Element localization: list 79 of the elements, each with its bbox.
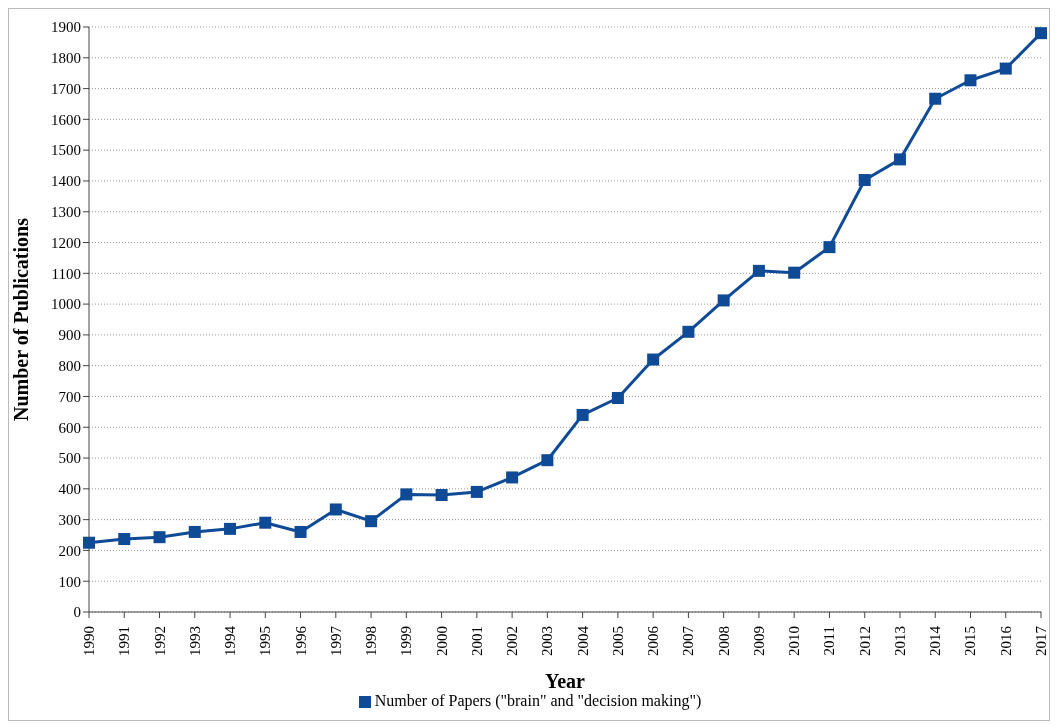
point: [858, 174, 871, 187]
x-tick-label: 2012: [856, 626, 873, 656]
x-tick-label: 2005: [609, 626, 626, 656]
x-tick-label: 1992: [151, 626, 168, 656]
y-tick-label: 1400: [51, 173, 81, 190]
x-tick-label: 2000: [433, 626, 450, 656]
y-tick-label: 1800: [51, 50, 81, 67]
x-tick-label: 1993: [186, 626, 203, 656]
y-tick-label: 1100: [51, 265, 81, 282]
y-tick-label: 1500: [51, 142, 81, 159]
point: [823, 241, 836, 254]
point: [365, 515, 378, 528]
point: [1035, 27, 1047, 40]
x-tick-label: 2014: [927, 625, 944, 656]
y-tick-label: 800: [58, 358, 81, 375]
y-tick-label: 1300: [51, 204, 81, 221]
y-tick-label: 400: [58, 481, 81, 498]
y-tick-label: 500: [58, 450, 81, 467]
x-tick-label: 2015: [962, 626, 979, 656]
y-tick-label: 600: [58, 419, 81, 436]
x-tick-label: 2016: [997, 625, 1014, 656]
point: [576, 408, 589, 421]
point: [435, 489, 448, 501]
point: [929, 92, 942, 105]
x-tick-label: 2013: [891, 626, 908, 656]
x-tick-label: 2009: [750, 626, 767, 656]
point: [224, 522, 237, 535]
x-axis-title: Year: [545, 670, 586, 692]
x-tick-label: 1996: [292, 625, 309, 656]
x-tick-label: 1995: [257, 626, 274, 656]
point: [294, 525, 307, 538]
y-tick-label: 1600: [51, 111, 81, 128]
y-tick-label: 1900: [51, 19, 81, 36]
x-tick-label: 2001: [468, 626, 485, 656]
x-tick-label: 2006: [645, 625, 662, 656]
y-tick-label: 100: [58, 573, 81, 590]
point: [329, 503, 342, 516]
point: [717, 294, 730, 307]
point: [506, 471, 519, 484]
x-tick-label: 1990: [81, 626, 97, 656]
x-tick-label: 2011: [821, 626, 838, 656]
y-tick-label: 900: [58, 327, 81, 344]
point: [893, 153, 906, 166]
y-tick-label: 1200: [51, 234, 81, 251]
point: [259, 516, 272, 529]
point: [647, 353, 660, 366]
y-tick-label: 300: [58, 511, 81, 528]
x-tick-label: 2002: [504, 626, 521, 656]
x-tick-label: 2007: [680, 625, 697, 656]
point: [153, 531, 166, 544]
point: [470, 485, 483, 498]
x-tick-label: 2010: [786, 626, 803, 656]
x-tick-label: 1991: [116, 626, 133, 656]
x-tick-label: 2004: [574, 625, 591, 656]
legend-label: Number of Papers ("brain" and "decision making"): [374, 692, 702, 709]
y-axis-title: Number of Publications: [10, 217, 33, 421]
point: [118, 533, 131, 546]
point: [400, 488, 413, 501]
x-tick-label: 2017: [1033, 625, 1049, 656]
x-tick-label: 1999: [398, 626, 415, 656]
point: [964, 74, 977, 87]
point: [788, 266, 801, 279]
y-tick-label: 200: [58, 542, 81, 559]
x-tick-label: 1997: [327, 625, 344, 656]
y-tick-label: 1000: [51, 296, 81, 313]
point: [752, 264, 765, 277]
y-tick-label: 700: [58, 388, 81, 405]
point: [611, 392, 624, 405]
point: [682, 325, 695, 338]
x-tick-label: 2008: [715, 626, 732, 656]
x-tick-label: 2003: [539, 626, 556, 656]
point: [999, 62, 1012, 75]
x-tick-label: 1994: [222, 625, 239, 656]
point: [188, 525, 201, 538]
point: [541, 454, 554, 467]
x-tick-label: 1998: [363, 626, 380, 656]
point: [83, 536, 95, 549]
y-tick-label: 1700: [51, 80, 81, 97]
y-tick-label: 0: [73, 604, 81, 621]
